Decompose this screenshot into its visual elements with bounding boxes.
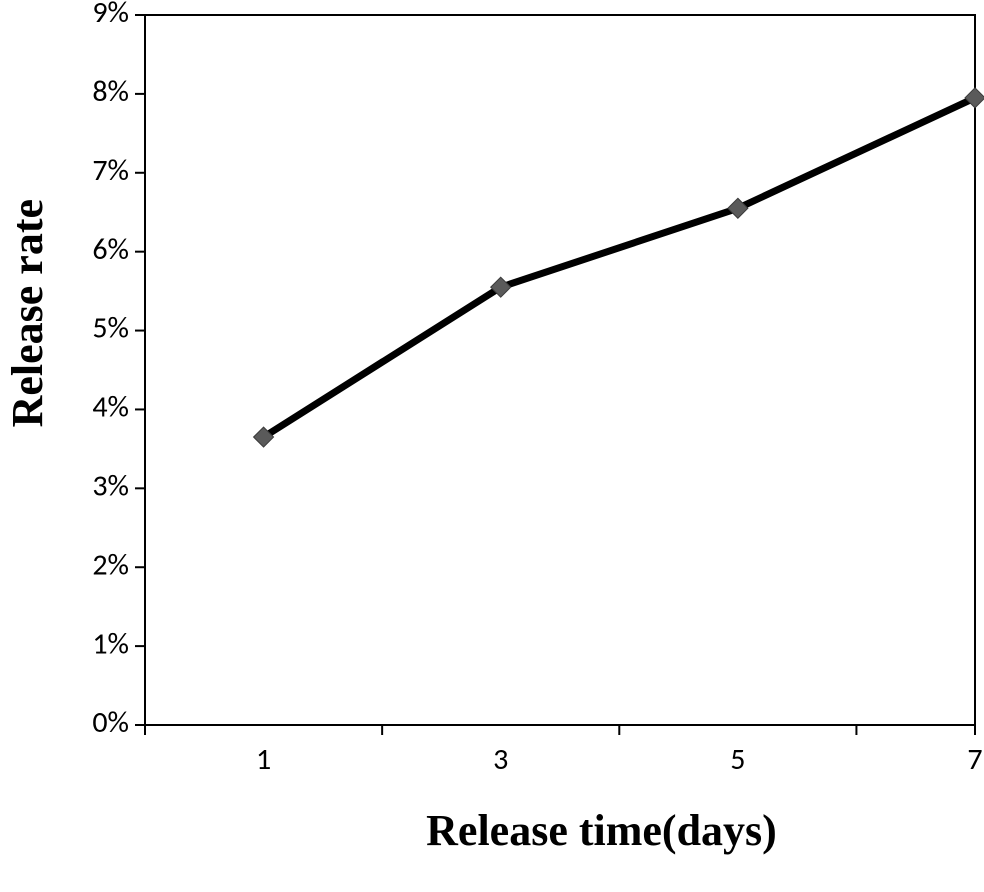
y-tick-label: 7%	[92, 152, 129, 189]
x-tick-label: 7	[967, 741, 982, 778]
x-axis-label: Release time(days)	[426, 806, 777, 855]
x-tick-label: 3	[493, 741, 508, 778]
x-axis-ticks	[145, 725, 975, 735]
chart-svg: 0% 1% 2% 3% 4% 5% 6% 7% 8% 9% 1 3 5 7 Release rate Rele…	[0, 0, 984, 892]
x-axis-category-labels: 1 3 5 7	[256, 741, 983, 778]
y-tick-label: 5%	[92, 310, 129, 347]
y-tick-label: 8%	[92, 73, 129, 110]
y-tick-label: 9%	[92, 0, 129, 31]
x-tick-label: 1	[256, 741, 271, 778]
y-axis-ticks: 0% 1% 2% 3% 4% 5% 6% 7% 8% 9%	[92, 0, 145, 741]
series-line-release-rate	[264, 98, 975, 437]
y-tick-label: 4%	[92, 389, 129, 426]
y-tick-label: 0%	[92, 704, 129, 741]
y-tick-label: 3%	[92, 467, 129, 504]
release-rate-chart: 0% 1% 2% 3% 4% 5% 6% 7% 8% 9% 1 3 5 7 Release rate Rele…	[0, 0, 984, 892]
y-axis-label: Release rate	[3, 199, 52, 427]
y-tick-label: 6%	[92, 231, 129, 268]
x-tick-label: 5	[730, 741, 745, 778]
y-tick-label: 2%	[92, 546, 129, 583]
plot-border	[145, 15, 975, 725]
y-tick-label: 1%	[92, 625, 129, 662]
